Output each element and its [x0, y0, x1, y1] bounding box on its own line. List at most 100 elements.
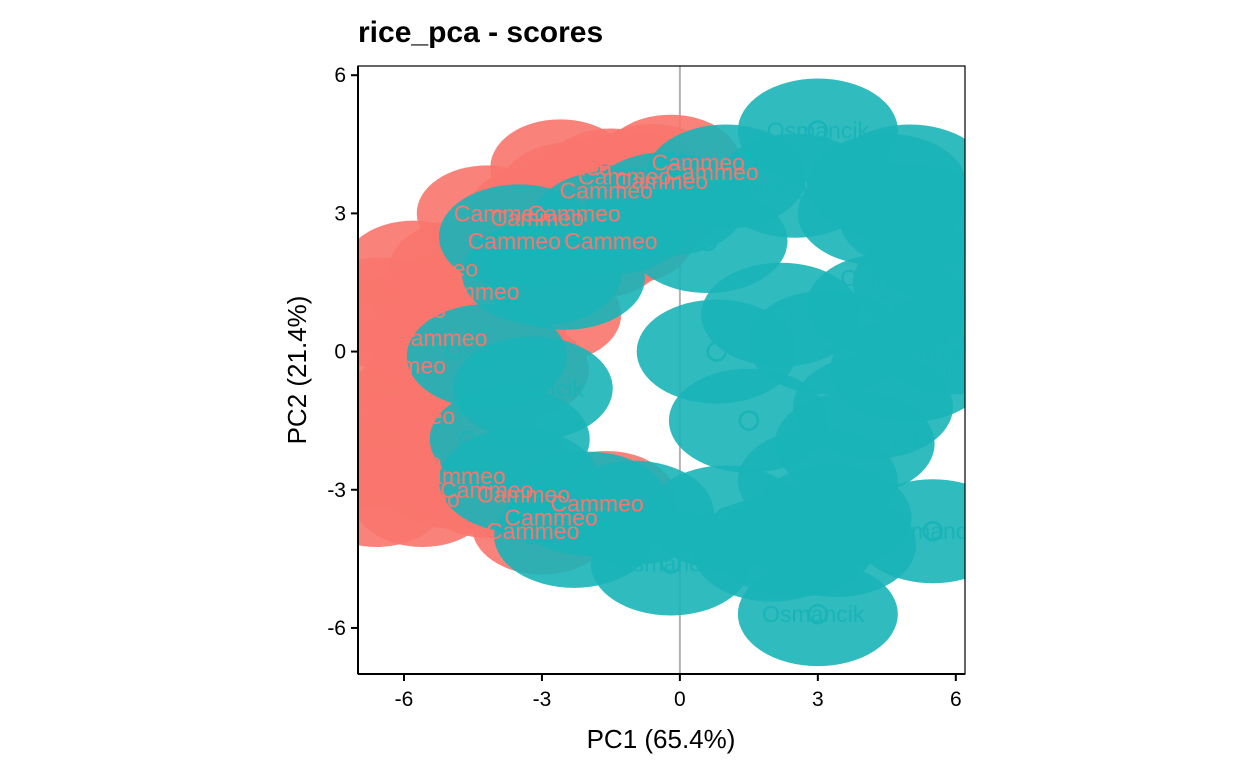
point-label-osmancik: Osmancik [790, 177, 893, 203]
point-labels: OsmancikOsmancikOsmancikOsmancikOsmancik… [348, 117, 998, 627]
point-marker-osmancik [807, 120, 829, 141]
point-label-osmancik: Osmancik [482, 375, 585, 401]
point-marker-osmancik [476, 345, 498, 367]
point-label-osmancik: Osmancik [895, 339, 998, 365]
point-label-cammeo: Cammeo [550, 491, 643, 517]
point-label-osmancik: Osmancik [652, 504, 755, 530]
point-label-osmancik: Osmancik [762, 601, 865, 627]
point-label-cammeo: Cammeo [353, 297, 446, 323]
point-label-cammeo: Cammeo [518, 154, 611, 180]
point-marker-osmancik [531, 263, 553, 284]
point-label-osmancik: Osmancik [785, 477, 888, 503]
x-tick-label: -6 [395, 688, 414, 711]
point-label-cammeo: Cammeo [385, 256, 478, 282]
point-marker-osmancik [770, 304, 792, 325]
point-label-osmancik: Osmancik [514, 265, 617, 291]
point-marker-osmancik [908, 207, 930, 229]
point-marker-osmancik [807, 603, 829, 625]
point-label-cammeo: Cammeo [454, 200, 547, 226]
point-label-cammeo: Cammeo [560, 177, 653, 203]
point-label-cammeo: Cammeo [615, 168, 708, 194]
point-marker-osmancik [761, 539, 783, 560]
point-marker-osmancik [784, 534, 806, 556]
x-tick-label: 0 [674, 688, 686, 711]
series-osmancik [406, 78, 965, 667]
y-axis-title: PC2 (21.4%) [282, 296, 312, 445]
y-tick-label: -3 [327, 479, 346, 502]
point-label-cammeo: Cammeo [468, 228, 561, 254]
point-marker-osmancik [715, 507, 737, 528]
point-marker-osmancik [738, 410, 760, 431]
point-marker-osmancik [554, 267, 576, 289]
point-marker-osmancik [922, 272, 944, 293]
point-marker-osmancik [577, 493, 599, 514]
axes-layer: -6 -3 0 3 6 -6 -3 0 3 6 [327, 64, 961, 711]
point-label-osmancik: Osmancik [459, 426, 562, 452]
y-tick-label: 0 [334, 341, 346, 364]
point-label-cammeo: Cammeo [578, 164, 671, 190]
point-label-osmancik: Osmancik [615, 550, 718, 576]
chart-title: rice_pca - scores [358, 16, 603, 49]
point-marker-cammeo [550, 157, 571, 178]
point-label-osmancik: Osmancik [468, 468, 571, 494]
point-label-cammeo: Cammeo [353, 352, 446, 378]
data-layer: OsmancikOsmancikOsmancikOsmancikOsmancik… [348, 66, 998, 674]
y-tick-label: -6 [327, 617, 346, 640]
point-label-cammeo: Cammeo [348, 449, 441, 475]
point-marker-osmancik [706, 341, 727, 362]
point-label-osmancik: Osmancik [840, 265, 943, 291]
point-marker-osmancik [508, 226, 530, 247]
point-label-osmancik: Osmancik [583, 196, 686, 222]
point-label-cammeo: Cammeo [413, 463, 506, 489]
point-label-cammeo: Cammeo [362, 403, 455, 429]
point-marker-osmancik [899, 359, 921, 381]
point-marker-osmancik [825, 534, 847, 556]
x-tick-label: -3 [533, 688, 552, 711]
point-cammeo [358, 450, 447, 547]
point-marker-cammeo [402, 258, 424, 279]
point-label-osmancik: Osmancik [785, 532, 888, 558]
point-label-cammeo: Cammeo [491, 205, 584, 231]
point-marker-osmancik [922, 520, 944, 542]
point-marker-cammeo [412, 488, 433, 510]
point-marker-cammeo [389, 433, 410, 454]
point-marker-cammeo [366, 488, 387, 510]
point-label-cammeo: Cammeo [486, 518, 579, 544]
point-label-osmancik: Osmancik [845, 173, 948, 199]
point-marker-osmancik [876, 175, 898, 197]
point-label-osmancik: Osmancik [822, 426, 925, 452]
point-marker-osmancik [600, 212, 622, 233]
point-marker-osmancik [715, 166, 737, 187]
point-label-osmancik: Osmancik [445, 339, 548, 365]
point-marker-osmancik [862, 396, 884, 418]
y-tick-label: 6 [334, 64, 346, 87]
point-marker-osmancik [936, 239, 957, 261]
point-label-cammeo: Cammeo [527, 200, 620, 226]
y-tick-label: 3 [334, 202, 346, 225]
point-label-osmancik: Osmancik [523, 523, 626, 549]
point-label-osmancik: Osmancik [781, 509, 884, 535]
point-marker-cammeo [370, 295, 392, 316]
x-axis-title: PC1 (65.4%) [587, 724, 736, 754]
point-label-cammeo: Cammeo [477, 481, 570, 507]
point-osmancik [636, 299, 797, 404]
point-marker-osmancik [697, 230, 718, 252]
point-label-osmancik: Osmancik [877, 233, 980, 259]
point-marker-osmancik [876, 295, 898, 316]
point-marker-cammeo [379, 405, 401, 427]
point-label-osmancik: Osmancik [597, 159, 700, 185]
point-marker-osmancik [522, 378, 543, 399]
point-marker-osmancik [784, 175, 806, 197]
point-label-cammeo: Cammeo [394, 325, 487, 351]
point-marker-osmancik [655, 193, 677, 215]
point-marker-osmancik [899, 166, 921, 187]
x-tick-label: 3 [812, 688, 824, 711]
point-label-cammeo: Cammeo [665, 159, 758, 185]
point-osmancik [627, 189, 788, 294]
point-osmancik [737, 562, 898, 667]
point-marker-cammeo [384, 313, 406, 335]
point-label-cammeo: Cammeo [564, 228, 657, 254]
point-label-osmancik: Osmancik [767, 117, 870, 143]
point-label-osmancik: Osmancik [583, 500, 686, 526]
point-marker-osmancik [660, 553, 681, 574]
